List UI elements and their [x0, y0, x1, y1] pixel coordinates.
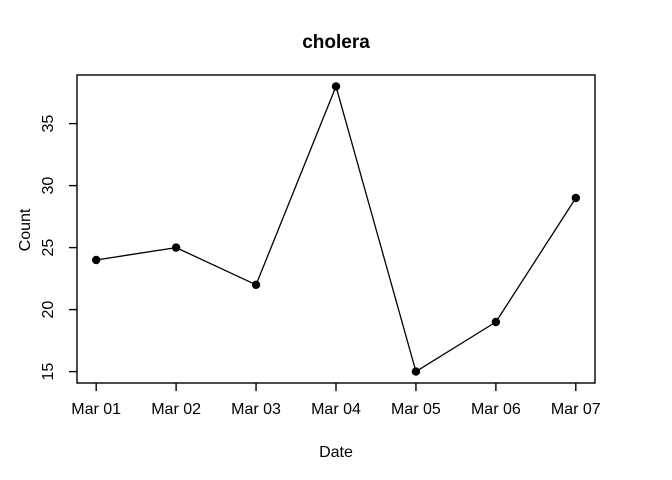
y-tick-label: 20 — [40, 301, 57, 319]
y-axis-label: Count — [17, 208, 34, 251]
plot-box — [76, 74, 596, 384]
y-tick-label: 15 — [40, 363, 57, 381]
x-tick-label: Mar 03 — [231, 401, 281, 418]
data-point — [91, 255, 101, 265]
x-tick-label: Mar 02 — [151, 401, 201, 418]
chart-title: cholera — [302, 32, 370, 53]
data-point — [411, 367, 421, 376]
x-axis-label: Date — [319, 444, 353, 461]
y-tick-label: 30 — [40, 177, 57, 195]
x-tick-label: Mar 07 — [551, 401, 601, 418]
axes: Mar 01 Mar 02 Mar 03 Mar 04 Mar 05 Mar 06 Mar … — [40, 74, 601, 418]
y-tick-label: 35 — [40, 115, 57, 133]
data-point — [251, 280, 261, 289]
data-point — [331, 82, 341, 91]
data-point — [491, 317, 501, 327]
x-tick-label: Mar 05 — [391, 401, 441, 418]
x-tick-label: Mar 01 — [71, 401, 121, 418]
data-point — [171, 243, 181, 252]
data-series — [91, 82, 581, 376]
x-tick-label: Mar 06 — [471, 401, 521, 418]
data-point — [571, 193, 581, 203]
y-tick-label: 25 — [40, 239, 57, 257]
x-tick-label: Mar 04 — [311, 401, 361, 418]
series-line — [96, 85, 577, 373]
